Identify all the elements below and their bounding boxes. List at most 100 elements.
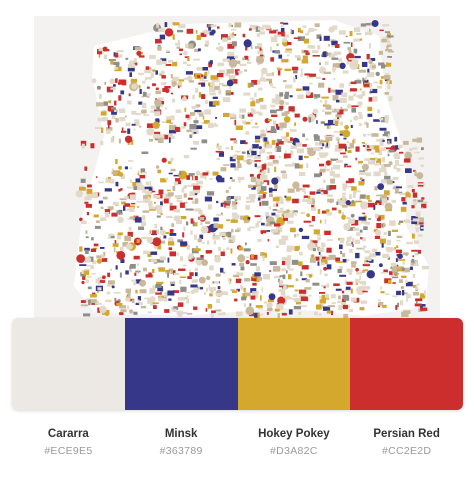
map-dot xyxy=(228,186,232,190)
map-block xyxy=(264,80,268,82)
map-block xyxy=(193,288,199,293)
map-block xyxy=(276,109,283,112)
map-block xyxy=(247,184,253,188)
color-hex[interactable]: #ECE9E5 xyxy=(44,445,93,457)
map-block xyxy=(325,105,332,110)
swatch-hokey-pokey[interactable] xyxy=(237,318,351,410)
map-block xyxy=(324,163,327,168)
map-block xyxy=(173,306,179,310)
map-block xyxy=(105,127,113,131)
map-block xyxy=(272,159,279,165)
map-block xyxy=(331,134,335,137)
map-block xyxy=(228,239,235,244)
map-block xyxy=(231,179,236,182)
map-block xyxy=(281,124,286,126)
map-block xyxy=(370,58,376,61)
map-block xyxy=(271,126,275,129)
map-block xyxy=(302,144,307,147)
map-block xyxy=(285,48,292,53)
map-block xyxy=(358,101,362,107)
map-block xyxy=(102,109,107,112)
map-block xyxy=(342,304,348,310)
color-hex[interactable]: #D3A82C xyxy=(270,445,318,457)
map-block xyxy=(322,51,327,58)
map-dot xyxy=(258,146,262,150)
map-block xyxy=(137,206,140,208)
map-block xyxy=(108,100,112,104)
map-block xyxy=(331,44,338,48)
color-hex[interactable]: #CC2E2D xyxy=(381,445,432,457)
map-dot xyxy=(310,254,315,258)
swatch-persian-red[interactable] xyxy=(350,318,463,410)
map-block xyxy=(142,210,150,213)
map-block xyxy=(261,200,269,206)
map-block xyxy=(378,214,385,220)
map-block xyxy=(396,254,399,257)
map-block xyxy=(172,76,179,82)
map-block xyxy=(283,215,288,221)
map-block xyxy=(154,111,161,117)
map-block xyxy=(195,30,198,34)
map-dot xyxy=(109,78,116,84)
map-block xyxy=(129,269,133,273)
map-block xyxy=(325,209,330,214)
map-dot xyxy=(324,294,330,299)
map-block xyxy=(266,151,273,155)
map-block xyxy=(412,200,417,206)
map-dot xyxy=(243,39,252,48)
map-block xyxy=(337,160,343,163)
map-block xyxy=(101,254,105,259)
map-dot xyxy=(183,50,188,56)
map-block xyxy=(384,31,390,33)
map-block xyxy=(329,185,337,190)
map-block xyxy=(280,291,286,296)
map-block xyxy=(276,227,283,233)
map-block xyxy=(342,70,349,74)
map-block xyxy=(159,295,165,302)
map-block xyxy=(414,252,419,256)
map-block xyxy=(222,249,225,251)
map-block xyxy=(235,72,239,76)
map-block xyxy=(398,220,404,223)
map-block xyxy=(84,196,92,201)
map-dot xyxy=(176,199,180,203)
label-cararra: Cararra #ECE9E5 xyxy=(12,426,125,459)
map-block xyxy=(323,243,326,247)
map-block xyxy=(286,270,288,274)
map-block xyxy=(350,42,353,47)
color-hex[interactable]: #363789 xyxy=(159,445,203,457)
map-block xyxy=(332,25,338,30)
map-dot xyxy=(198,276,206,284)
map-block xyxy=(367,72,375,78)
map-block xyxy=(196,34,201,41)
map-block xyxy=(183,193,187,198)
map-block xyxy=(178,79,185,82)
map-block xyxy=(346,61,349,65)
map-block xyxy=(152,69,156,72)
map-block xyxy=(322,140,329,143)
map-block xyxy=(190,230,193,235)
map-block xyxy=(240,286,244,291)
map-block xyxy=(395,258,398,262)
map-block xyxy=(247,111,250,114)
map-block xyxy=(169,115,175,121)
map-block xyxy=(290,137,293,143)
map-block xyxy=(90,265,94,270)
map-block xyxy=(374,186,378,191)
map-block xyxy=(309,257,316,263)
map-block xyxy=(278,288,286,292)
map-block xyxy=(348,95,354,101)
map-block xyxy=(88,299,91,306)
map-block xyxy=(213,223,219,228)
map-block xyxy=(312,282,320,286)
map-block xyxy=(188,43,194,49)
map-block xyxy=(85,230,88,234)
map-block xyxy=(401,275,407,278)
map-block xyxy=(342,258,347,263)
swatch-cararra[interactable] xyxy=(12,318,125,410)
map-block xyxy=(207,69,210,75)
swatch-minsk[interactable] xyxy=(124,318,238,410)
map-block xyxy=(288,106,295,112)
map-block xyxy=(157,295,161,298)
map-block xyxy=(149,181,152,187)
